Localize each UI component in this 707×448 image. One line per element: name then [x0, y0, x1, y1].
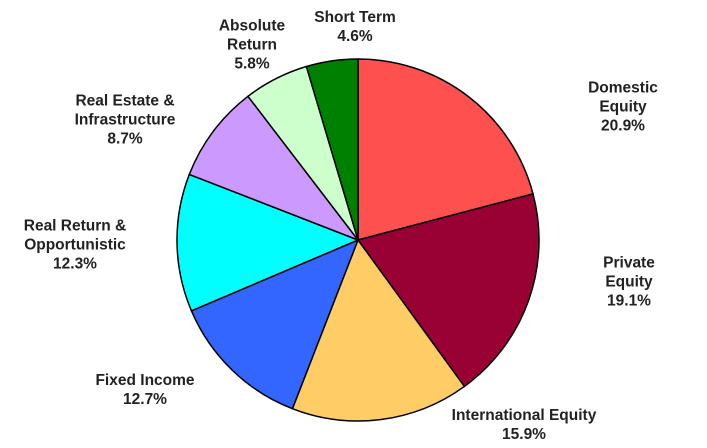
value-label: 12.7% [123, 391, 167, 408]
category-label: Private Equity [603, 254, 655, 291]
value-label: 4.6% [337, 28, 373, 45]
category-label: International Equity [451, 407, 597, 424]
slice-label: Short Term 4.6% [314, 8, 396, 46]
category-label: Fixed Income [95, 372, 195, 389]
category-label: Real Return & Opportunistic [23, 217, 127, 254]
pie-slice [305, 58, 359, 241]
category-label: Domestic Equity [588, 79, 658, 116]
pie-slice [356, 192, 540, 388]
pie-slice [190, 238, 360, 410]
slice-label: Real Estate & Infrastructure 8.7% [75, 92, 176, 149]
slice-label: Domestic Equity 20.9% [581, 79, 665, 136]
value-label: 19.1% [607, 292, 651, 310]
slice-label: Private Equity 19.1% [590, 254, 668, 311]
pie-slice [357, 58, 534, 241]
category-label: Real Estate & Infrastructure [74, 92, 176, 129]
slice-label: Fixed Income 12.7% [95, 371, 194, 409]
category-label: Short Term [314, 9, 396, 26]
slice-label: International Equity 15.9% [452, 406, 597, 444]
value-label: 12.3% [53, 255, 97, 273]
value-label: 20.9% [601, 117, 645, 135]
slice-label: Real Return & Opportunistic 12.3% [24, 217, 127, 274]
pie-slice [291, 238, 466, 422]
pie-slice [188, 95, 361, 242]
pie-slice [176, 173, 360, 312]
slice-label: Absolute Return 5.8% [219, 17, 285, 74]
category-label: Absolute Return [218, 17, 286, 54]
value-label: 8.7% [107, 130, 143, 148]
value-label: 15.9% [502, 426, 546, 443]
value-label: 5.8% [234, 55, 270, 73]
